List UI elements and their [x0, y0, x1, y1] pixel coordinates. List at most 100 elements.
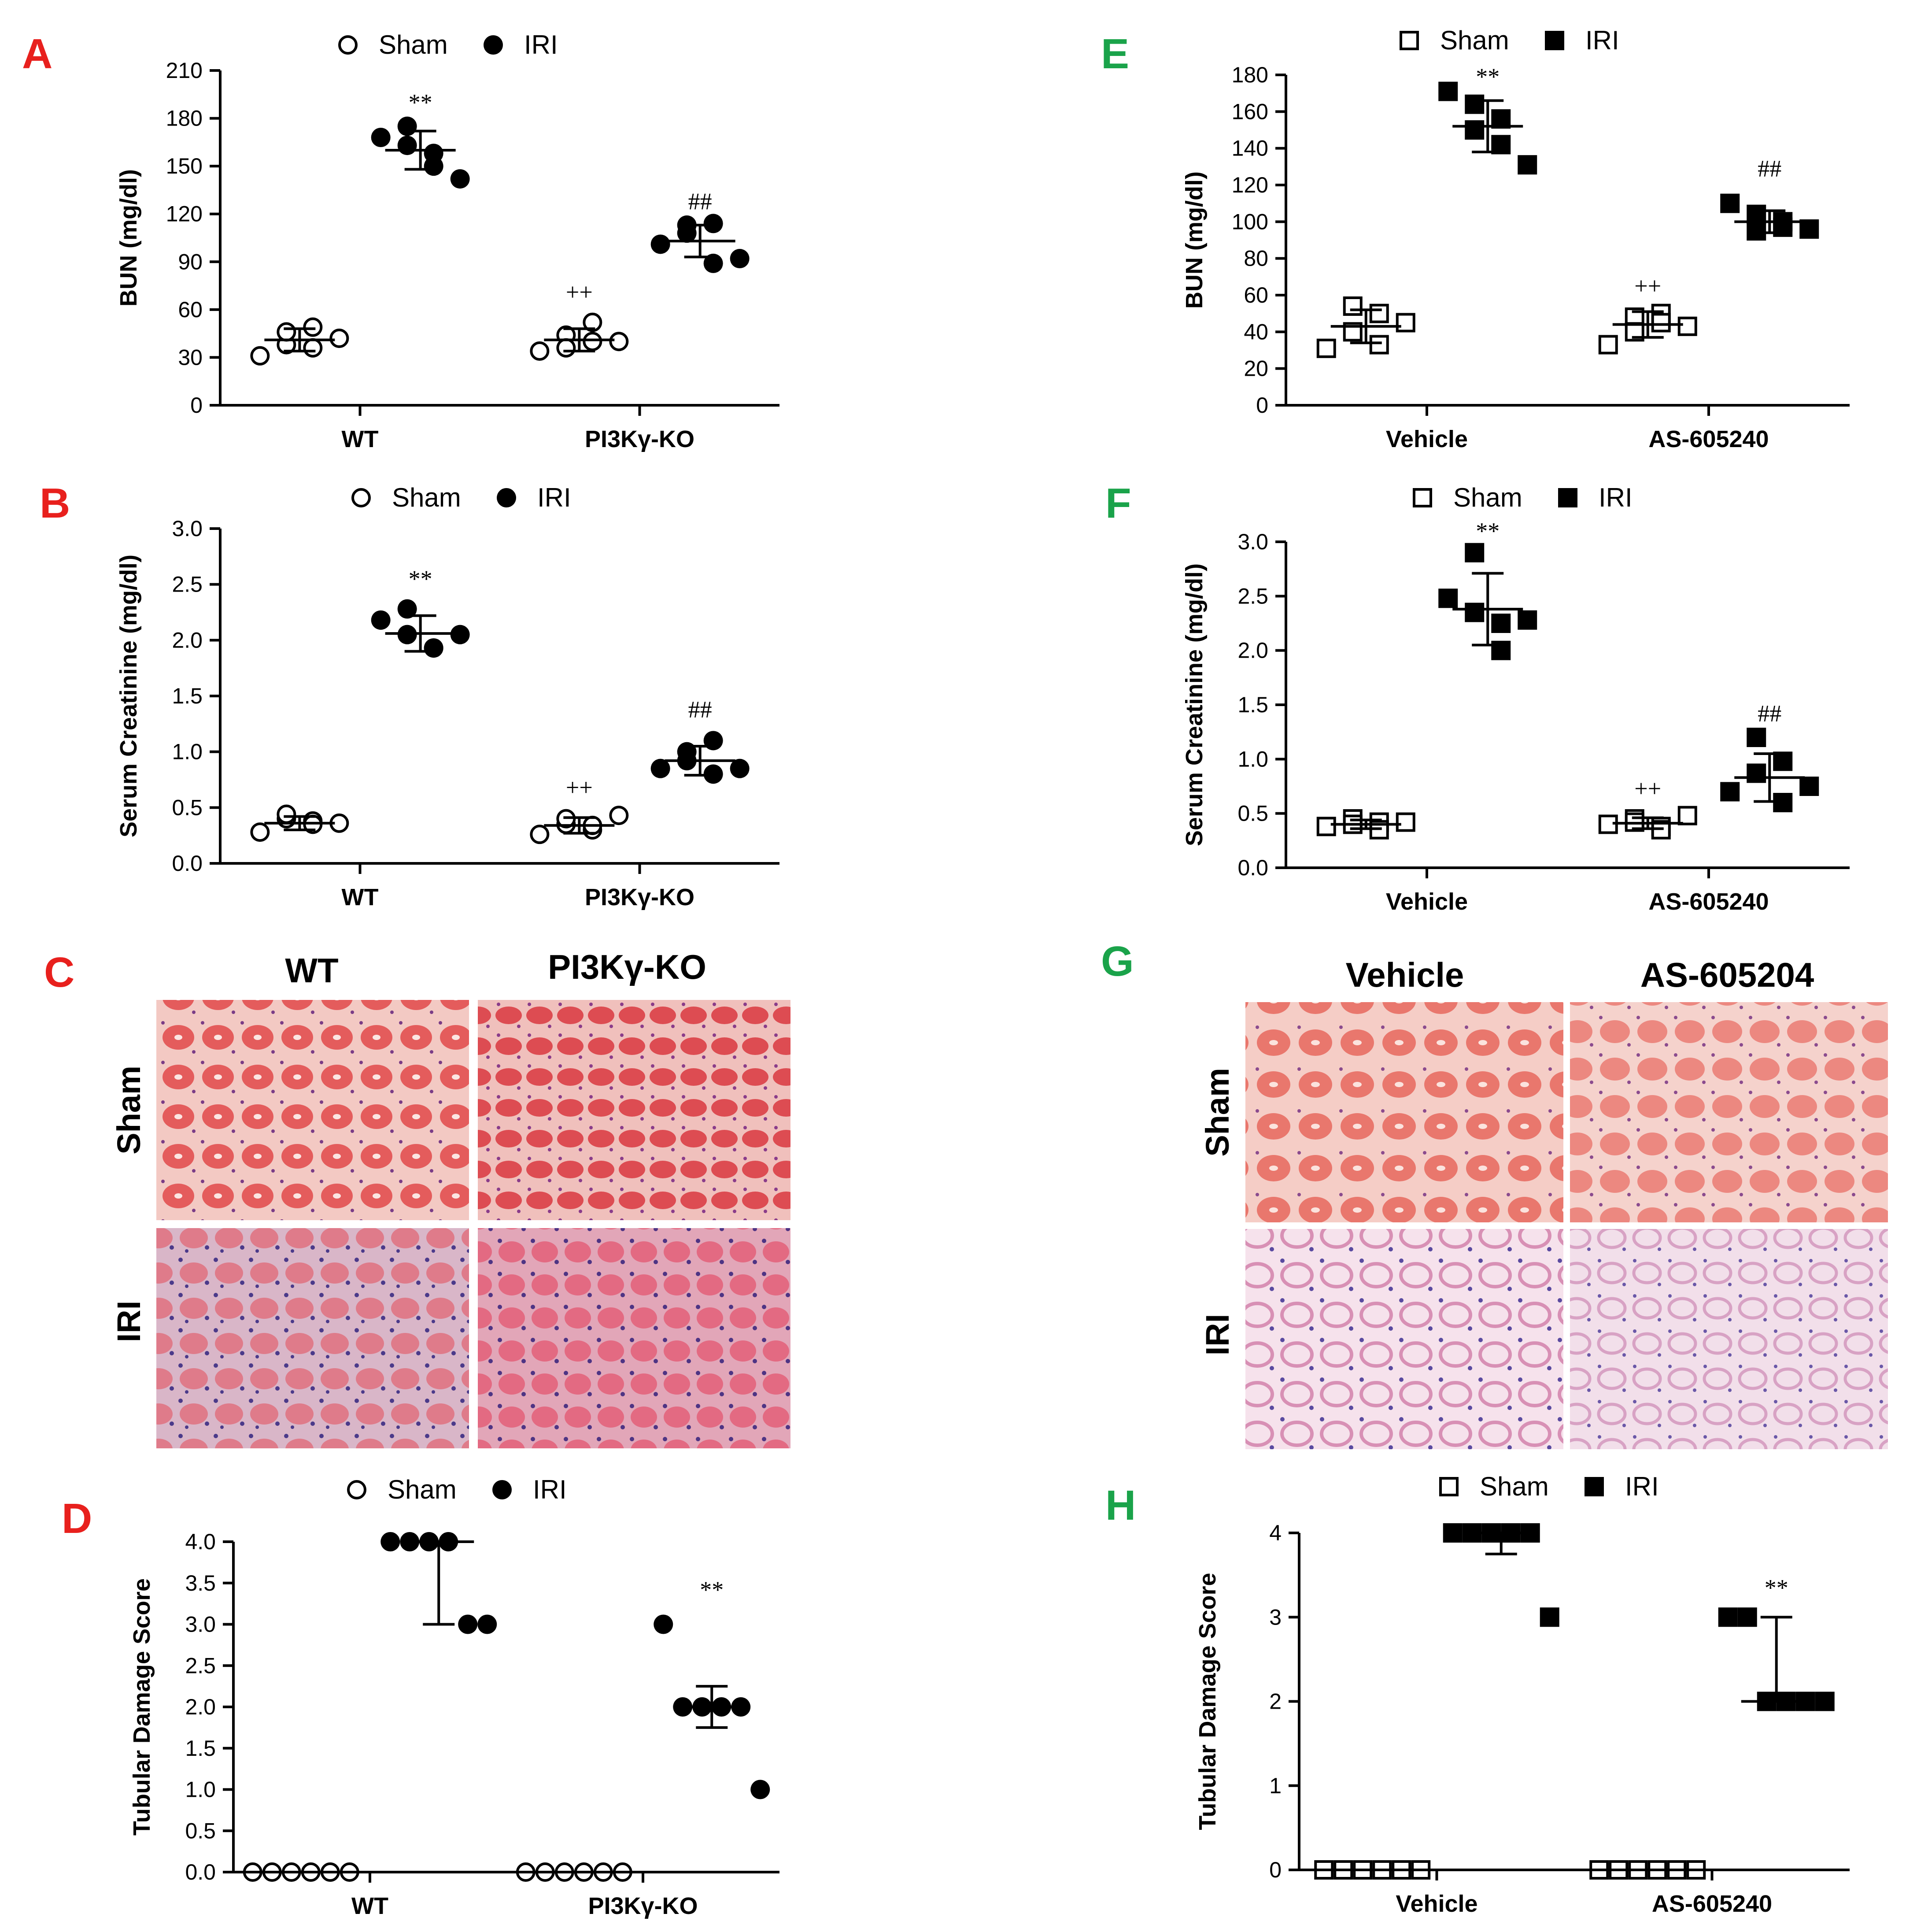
- significance-mark: **: [700, 1577, 724, 1603]
- legend-label-sham: Sham: [1480, 1472, 1549, 1501]
- data-point-iri-vehicle: [1518, 610, 1537, 630]
- data-point-sham-vehicle: [1396, 812, 1415, 832]
- data-point-iri-as-605240: [1747, 728, 1766, 747]
- column-title-pi3k-ko: PI3Kγ-KO: [548, 947, 706, 986]
- significance-mark: ##: [688, 696, 712, 722]
- significance-mark: **: [1476, 518, 1500, 544]
- x-tick-label-vehicle: Vehicle: [1396, 1891, 1477, 1917]
- y-axis-label: Serum Creatinine (mg/dl): [115, 555, 142, 837]
- legend-marker-iri: [1585, 1477, 1604, 1496]
- y-tick-label: 3: [1269, 1605, 1282, 1629]
- data-point-iri-vehicle: [1518, 155, 1537, 175]
- data-point-sham-wt: [303, 338, 323, 358]
- data-point-sham-vehicle: [1396, 313, 1415, 333]
- data-point-sham-wt: [303, 317, 323, 337]
- y-tick-label: 0: [190, 393, 203, 418]
- y-tick-label: 120: [1232, 173, 1268, 197]
- data-point-iri-vehicle: [1465, 603, 1485, 622]
- row-label-iri-g: IRI: [1199, 1314, 1236, 1356]
- data-point-iri-vehicle: [1491, 614, 1511, 633]
- x-tick-label-as-605240: AS-605240: [1648, 888, 1769, 915]
- data-point-iri-wt: [450, 169, 470, 189]
- data-point-iri-wt: [371, 128, 391, 147]
- legend-marker-iri: [492, 1480, 512, 1499]
- y-tick-label: 100: [1232, 209, 1268, 234]
- x-tick-label-wt: WT: [351, 1893, 388, 1919]
- micrograph-vehicle-iri: [1245, 1229, 1563, 1449]
- panel-letter-c: C: [44, 949, 74, 996]
- data-point-sham-as-605240: [1677, 806, 1697, 825]
- y-tick-label: 3.0: [185, 1612, 216, 1637]
- legend-label-sham: Sham: [388, 1475, 457, 1504]
- significance-mark: ++: [1634, 775, 1661, 802]
- column-title-vehicle: Vehicle: [1346, 955, 1464, 994]
- data-point-sham-wt: [250, 346, 270, 366]
- y-tick-label: 2.0: [185, 1695, 216, 1719]
- data-point-sham-vehicle: [1343, 296, 1363, 316]
- data-point-sham-wt: [329, 329, 349, 348]
- significance-mark: ##: [1758, 155, 1781, 182]
- y-tick-label: 0: [1269, 1858, 1282, 1882]
- data-point-iri-vehicle: [1465, 543, 1485, 563]
- legend-marker-iri: [484, 35, 503, 55]
- legend-label-iri: IRI: [1599, 483, 1633, 512]
- y-tick-label: 1.5: [172, 684, 203, 708]
- y-axis-label: Serum Creatinine (mg/dl): [1181, 563, 1208, 846]
- data-point-iri-vehicle: [1443, 1523, 1463, 1543]
- chart-svg-h: H Sham IRI 0 1 2 3 4 Tubular Damage Score Vehicle…: [1105, 1472, 1850, 1917]
- data-point-iri-vehicle: [1438, 588, 1458, 608]
- y-tick-label: 1.5: [1237, 692, 1268, 717]
- data-point-iri-wt: [424, 638, 443, 658]
- y-tick-label: 1.0: [185, 1777, 216, 1802]
- y-tick-label: 0.0: [185, 1860, 216, 1884]
- data-point-sham-wt: [277, 804, 296, 824]
- column-title-as-605204: AS-605204: [1640, 955, 1814, 994]
- data-point-iri-wt: [397, 136, 417, 155]
- y-tick-label: 60: [178, 297, 203, 322]
- y-tick-label: 60: [1244, 283, 1268, 307]
- data-point-iri-wt: [380, 1532, 400, 1551]
- chart-svg-f: F Sham IRI 0.0 0.5 1.0 1.5 2.0 2.5 3.0 Serum Creat…: [1105, 480, 1850, 915]
- data-point-iri-wt: [450, 625, 470, 644]
- y-tick-label: 2: [1269, 1689, 1282, 1714]
- data-point-sham-vehicle: [1369, 303, 1389, 323]
- significance-mark: ++: [1634, 273, 1661, 299]
- data-point-iri-as-605240: [1718, 1607, 1738, 1627]
- data-point-iri-pi3k-ko: [750, 1780, 770, 1799]
- y-tick-label: 3.5: [185, 1571, 216, 1595]
- y-axis-label: BUN (mg/dl): [115, 169, 142, 307]
- significance-mark: ##: [688, 188, 712, 215]
- y-tick-label: 2.0: [172, 628, 203, 652]
- y-tick-label: 0.0: [172, 851, 203, 876]
- data-point-iri-as-605240: [1747, 221, 1766, 241]
- y-axis-label: Tubular Damage Score: [129, 1578, 155, 1836]
- chart-panel-f: F Sham IRI 0.0 0.5 1.0 1.5 2.0 2.5 3.0 Serum Creat…: [960, 467, 1917, 934]
- x-tick-label-pi3k-ko: PI3Kγ-KO: [588, 1893, 698, 1919]
- data-point-iri-pi3k-ko: [650, 759, 670, 778]
- micrograph-as-iri: [1570, 1229, 1888, 1449]
- y-tick-label: 210: [166, 58, 203, 83]
- legend-label-iri: IRI: [1585, 26, 1619, 55]
- y-tick-label: 1.0: [172, 740, 203, 764]
- panel-letter-e: E: [1101, 30, 1129, 78]
- legend-marker-iri: [497, 488, 516, 507]
- data-point-iri-vehicle: [1540, 1607, 1559, 1627]
- y-tick-label: 0.0: [1237, 855, 1268, 880]
- data-point-sham-pi3k-ko: [530, 825, 550, 844]
- y-tick-label: 0.5: [1237, 801, 1268, 826]
- data-point-iri-pi3k-ko: [730, 759, 750, 778]
- significance-mark: ++: [566, 774, 593, 801]
- y-tick-label: 160: [1232, 99, 1268, 124]
- data-point-sham-as-605240: [1677, 316, 1697, 336]
- x-tick-label-wt: WT: [342, 426, 379, 452]
- data-point-iri-pi3k-ko: [650, 234, 670, 254]
- data-point-sham-pi3k-ko: [583, 312, 602, 332]
- x-tick-label-wt: WT: [342, 884, 379, 910]
- y-tick-label: 30: [178, 345, 203, 370]
- y-tick-label: 0: [1256, 393, 1268, 418]
- micrograph-wt-sham: [156, 1000, 469, 1220]
- y-tick-label: 0.5: [172, 795, 203, 820]
- data-point-iri-wt: [397, 599, 417, 619]
- data-point-iri-vehicle: [1465, 94, 1485, 114]
- y-axis-label: Tubular Damage Score: [1194, 1573, 1221, 1830]
